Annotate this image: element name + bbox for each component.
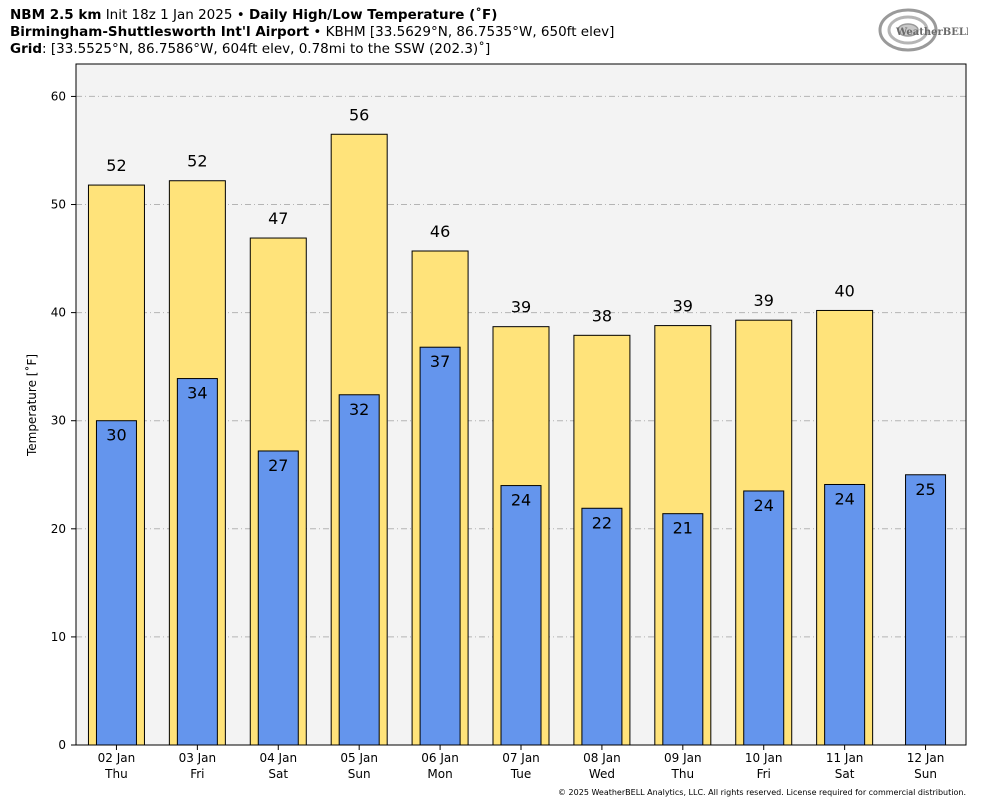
- low-temp-label: 21: [673, 519, 693, 538]
- low-temp-label: 32: [349, 400, 369, 419]
- low-temp-label: 24: [754, 496, 774, 515]
- low-temp-bar: [419, 346, 461, 746]
- logo-swirl-mid: [887, 15, 929, 45]
- high-temp-label: 39: [673, 297, 693, 316]
- high-temp-label: 52: [187, 152, 207, 171]
- high-temp-label: 40: [834, 281, 854, 300]
- x-tick-day-label: Mon: [427, 767, 452, 781]
- high-temp-label: 39: [754, 291, 774, 310]
- copyright-footer: © 2025 WeatherBELL Analytics, LLC. All r…: [558, 788, 966, 797]
- x-axis: 02 Jan Thu 03 Jan Fri 04 Jan Sat 05 Jan Sun 06 J…: [98, 745, 945, 781]
- init-time: Init 18z 1 Jan 2025: [105, 7, 233, 23]
- x-tick-date-label: 10 Jan: [745, 751, 783, 765]
- low-temp-bar: [824, 483, 866, 746]
- y-axis: 0 10 20 30 40 50 60: [51, 89, 76, 752]
- x-tick-date-label: 06 Jan: [421, 751, 459, 765]
- x-tick-day-label: Fri: [757, 767, 771, 781]
- header-line-2: Birmingham-Shuttlesworth Int'l Airport •…: [10, 24, 614, 40]
- high-temp-label: 46: [430, 222, 450, 241]
- data-labels: 52 30 52 34 47 27 56 32 46 37 39 24 38 22 39 21 39 24 40 24…: [106, 105, 935, 537]
- bars: [87, 133, 947, 746]
- low-temp-bar: [95, 420, 137, 746]
- logo-swirl-inner: [897, 23, 919, 37]
- high-temp-label: 47: [268, 209, 288, 228]
- y-tick-label: 10: [51, 630, 66, 644]
- low-temp-bar: [500, 485, 542, 746]
- low-temp-label: 37: [430, 352, 450, 371]
- x-tick-date-label: 04 Jan: [259, 751, 297, 765]
- low-temp-label: 24: [511, 491, 531, 510]
- y-axis-label: Temperature [˚F]: [24, 354, 39, 457]
- x-tick-date-label: 02 Jan: [98, 751, 136, 765]
- x-tick-day-label: Tue: [510, 767, 532, 781]
- low-temp-label: 34: [187, 384, 207, 403]
- separator: •: [313, 24, 322, 40]
- high-temp-label: 52: [106, 156, 126, 175]
- x-tick-date-label: 08 Jan: [583, 751, 621, 765]
- header-line-1: NBM 2.5 km Init 18z 1 Jan 2025 • Daily H…: [10, 7, 497, 23]
- low-temp-bar: [662, 513, 704, 746]
- x-tick-day-label: Sun: [348, 767, 371, 781]
- x-tick-date-label: 03 Jan: [179, 751, 217, 765]
- low-temp-label: 25: [915, 480, 935, 499]
- logo-text: WeatherBELL: [895, 27, 968, 38]
- x-tick-day-label: Thu: [104, 767, 128, 781]
- x-tick-date-label: 05 Jan: [340, 751, 378, 765]
- y-tick-label: 20: [51, 522, 66, 536]
- x-tick-day-label: Sun: [914, 767, 937, 781]
- high-temp-label: 38: [592, 306, 612, 325]
- separator: •: [236, 7, 245, 23]
- low-temp-bar: [905, 474, 947, 746]
- y-tick-label: 40: [51, 306, 66, 320]
- low-temp-bar: [257, 450, 299, 746]
- y-tick-label: 30: [51, 414, 66, 428]
- low-temp-label: 22: [592, 513, 612, 532]
- low-temp-label: 27: [268, 456, 288, 475]
- high-temp-label: 56: [349, 105, 369, 124]
- station-name: Birmingham-Shuttlesworth Int'l Airport: [10, 24, 310, 40]
- y-tick-label: 60: [51, 89, 66, 103]
- low-temp-label: 24: [834, 489, 854, 508]
- low-temp-label: 30: [106, 426, 126, 445]
- model-name: NBM 2.5 km: [10, 7, 102, 23]
- x-tick-day-label: Sat: [835, 767, 855, 781]
- logo-swirl-outer: [878, 8, 938, 52]
- station-detail: KBHM [33.5629°N, 86.7535°W, 650ft elev]: [325, 24, 615, 40]
- header-line-3: Grid: [33.5525°N, 86.7586°W, 604ft elev,…: [10, 41, 490, 57]
- low-temp-bar: [581, 507, 623, 746]
- weatherbell-logo: WeatherBELL: [878, 8, 968, 52]
- grid-label: Grid: [10, 41, 43, 57]
- product-title: Daily High/Low Temperature (˚F): [249, 7, 498, 23]
- grid-detail: : [33.5525°N, 86.7586°W, 604ft elev, 0.7…: [42, 41, 491, 57]
- x-tick-day-label: Thu: [671, 767, 695, 781]
- high-temp-label: 39: [511, 298, 531, 317]
- low-temp-bar: [743, 490, 785, 746]
- x-tick-day-label: Sat: [268, 767, 288, 781]
- low-temp-bar: [176, 378, 218, 746]
- y-tick-label: 0: [58, 738, 66, 752]
- x-tick-day-label: Fri: [190, 767, 204, 781]
- y-tick-label: 50: [51, 198, 66, 212]
- x-tick-date-label: 09 Jan: [664, 751, 702, 765]
- x-tick-date-label: 11 Jan: [826, 751, 864, 765]
- x-tick-date-label: 07 Jan: [502, 751, 540, 765]
- x-tick-date-label: 12 Jan: [907, 751, 945, 765]
- low-temp-bar: [338, 394, 380, 746]
- x-tick-day-label: Wed: [589, 767, 615, 781]
